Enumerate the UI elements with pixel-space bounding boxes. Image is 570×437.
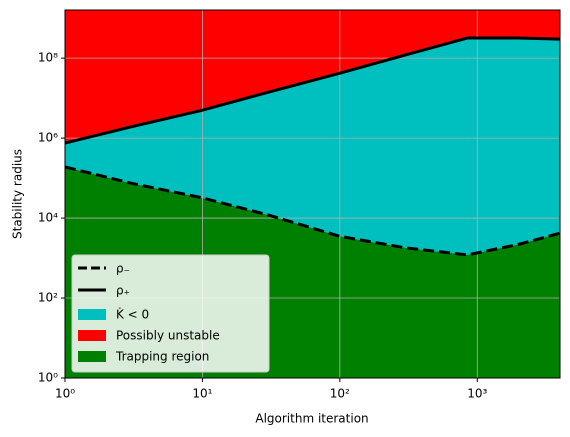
x-axis-label: Algorithm iteration — [255, 412, 368, 426]
y-tick-label: 10⁶ — [38, 131, 58, 145]
region-unstable — [65, 10, 560, 144]
x-tick-label: 10³ — [467, 387, 487, 401]
legend-label: ρ₊ — [116, 284, 130, 298]
y-tick-label: 10⁴ — [38, 211, 58, 225]
legend-label: K̇ < 0 — [116, 307, 149, 321]
legend-patch — [78, 309, 106, 320]
legend-patch — [78, 330, 106, 341]
legend-patch — [78, 351, 106, 362]
legend-label: Trapping region — [115, 350, 209, 364]
x-tick-label: 10² — [330, 387, 350, 401]
legend-label: Possibly unstable — [116, 329, 220, 343]
plot-frame — [64, 9, 561, 379]
y-tick-label: 10⁸ — [38, 51, 58, 65]
legend-box — [71, 254, 270, 373]
y-tick-label: 10² — [38, 291, 58, 305]
x-tick-label: 10⁰ — [55, 387, 75, 401]
legend-label: ρ₋ — [116, 262, 130, 276]
y-axis-label: Stability radius — [11, 149, 25, 239]
series-line — [64, 36, 561, 145]
x-tick-label: 10¹ — [192, 387, 212, 401]
region-k-negative — [65, 37, 560, 255]
y-tick-label: 10⁰ — [38, 371, 58, 385]
